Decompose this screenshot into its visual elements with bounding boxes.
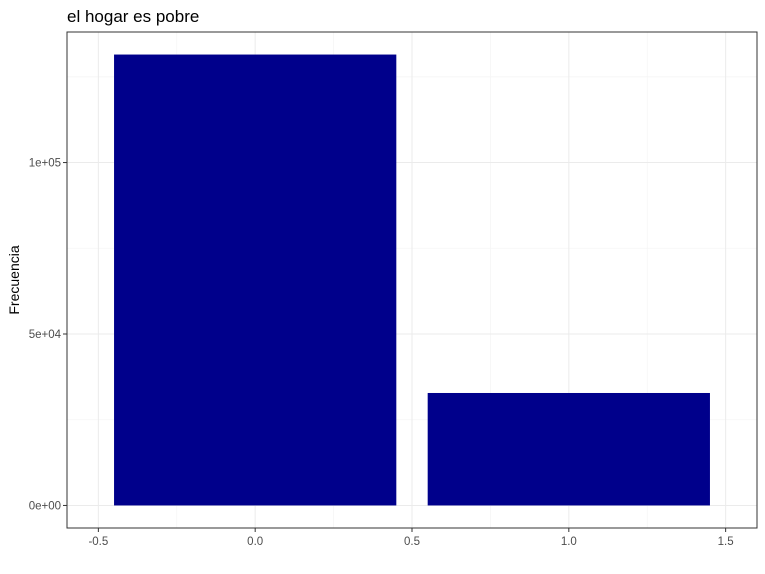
x-tick-label: 0.5 bbox=[404, 536, 420, 548]
y-axis-ticks: 0e+00 5e+04 1e+05 bbox=[29, 158, 67, 512]
bar bbox=[114, 54, 397, 506]
bars bbox=[114, 54, 710, 506]
x-axis-ticks: -0.5 0.0 0.5 1.0 1.5 bbox=[88, 528, 734, 548]
x-tick-label: 1.5 bbox=[718, 536, 734, 548]
x-tick-label: 0.0 bbox=[247, 536, 263, 548]
x-tick-label: -0.5 bbox=[88, 536, 108, 548]
y-tick-label: 1e+05 bbox=[29, 158, 61, 170]
y-tick-label: 5e+04 bbox=[29, 329, 62, 341]
bar bbox=[427, 392, 710, 506]
y-axis-label: Frecuencia bbox=[6, 245, 22, 314]
y-tick-label: 0e+00 bbox=[29, 500, 61, 512]
chart-title: el hogar es pobre bbox=[67, 7, 199, 26]
x-tick-label: 1.0 bbox=[561, 536, 577, 548]
